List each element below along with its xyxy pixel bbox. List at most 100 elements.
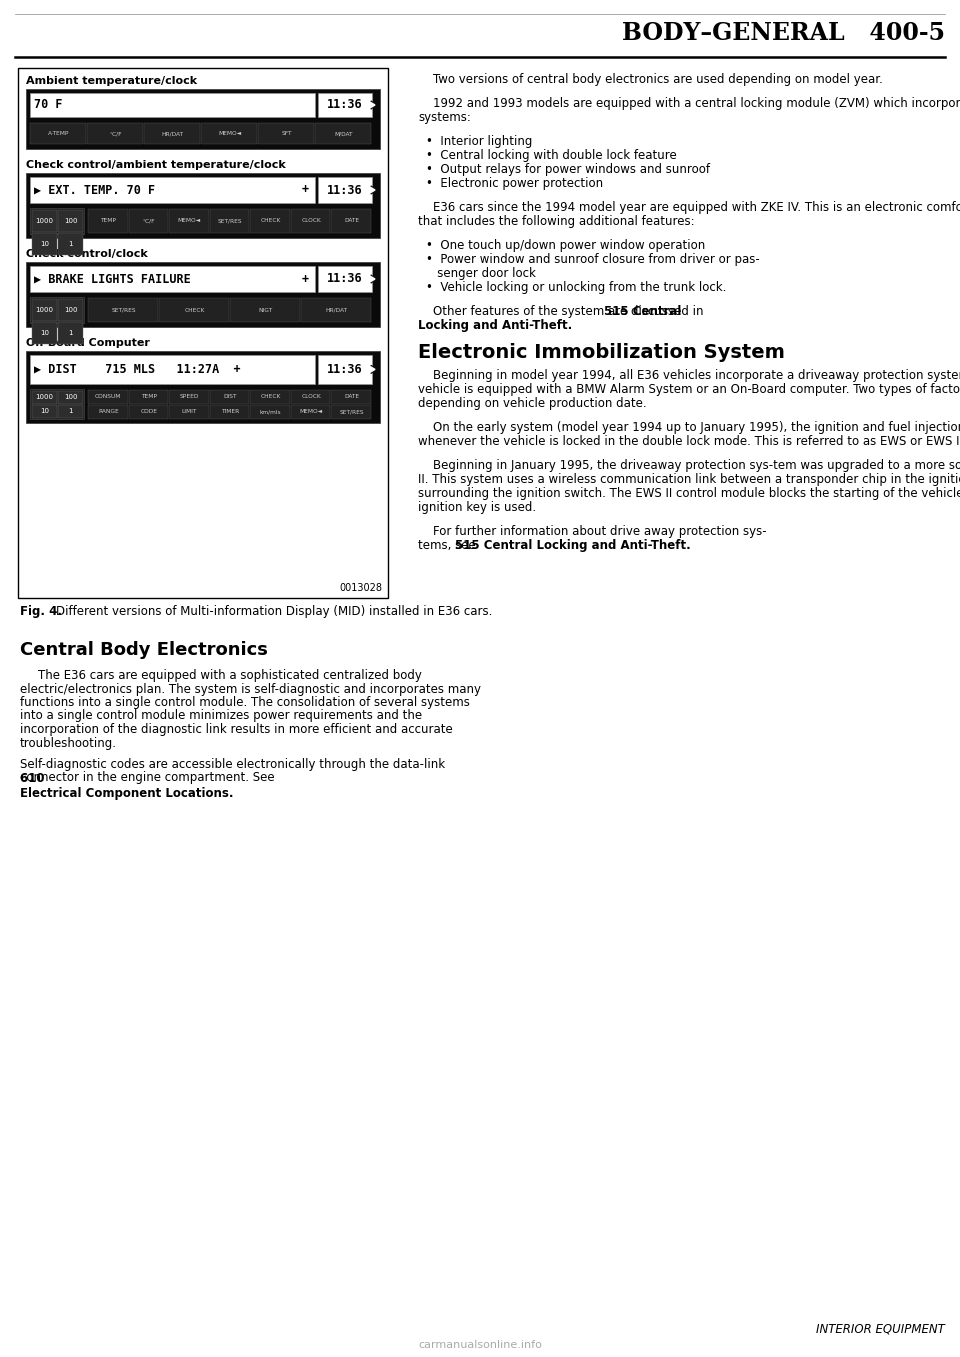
Text: Check control/ambient temperature/clock: Check control/ambient temperature/clock: [26, 160, 286, 170]
Polygon shape: [371, 186, 376, 194]
Text: 70 F: 70 F: [34, 99, 62, 111]
Bar: [30, 94, 315, 117]
Text: TEMP: TEMP: [141, 395, 156, 399]
Bar: [87, 123, 143, 144]
Bar: [258, 123, 314, 144]
Text: CHECK: CHECK: [260, 395, 280, 399]
Text: into a single control module minimizes power requirements and the: into a single control module minimizes p…: [20, 710, 422, 722]
Text: ignition key is used.: ignition key is used.: [418, 501, 536, 514]
Text: Other features of the system are discussed in: Other features of the system are discuss…: [418, 305, 708, 318]
Text: ▶ BRAKE LIGHTS FAILURE: ▶ BRAKE LIGHTS FAILURE: [34, 273, 191, 285]
Bar: [331, 389, 371, 404]
Text: •  Vehicle locking or unlocking from the trunk lock.: • Vehicle locking or unlocking from the …: [426, 281, 727, 294]
Bar: [88, 209, 128, 233]
Text: surrounding the ignition switch. The EWS II control module blocks the starting o: surrounding the ignition switch. The EWS…: [418, 487, 960, 499]
Bar: [32, 322, 57, 345]
Text: 100: 100: [63, 395, 77, 400]
Text: On the early system (model year 1994 up to January 1995), the ignition and fuel : On the early system (model year 1994 up …: [418, 421, 960, 434]
Text: TEMP: TEMP: [100, 218, 116, 224]
Text: whenever the vehicle is locked in the double lock mode. This is referred to as E: whenever the vehicle is locked in the do…: [418, 436, 960, 448]
Text: MEMO◄: MEMO◄: [300, 410, 323, 414]
Bar: [26, 90, 380, 149]
Text: LIMIT: LIMIT: [181, 410, 197, 414]
Text: HR/DAT: HR/DAT: [325, 308, 348, 312]
Text: km/mls: km/mls: [260, 410, 281, 414]
Bar: [129, 389, 168, 404]
Text: SET/RES: SET/RES: [340, 410, 364, 414]
Text: Locking and Anti-Theft.: Locking and Anti-Theft.: [418, 319, 572, 332]
Text: 515 Central Locking and Anti-Theft.: 515 Central Locking and Anti-Theft.: [455, 539, 691, 552]
Text: 515 Central: 515 Central: [604, 305, 682, 318]
Text: DATE: DATE: [344, 395, 359, 399]
Bar: [301, 299, 371, 322]
Bar: [58, 322, 83, 345]
Bar: [58, 299, 83, 322]
Bar: [331, 404, 371, 419]
Text: Central Body Electronics: Central Body Electronics: [20, 641, 268, 660]
Bar: [251, 209, 290, 233]
Text: ▶ DIST    715 MLS   11:27A  +: ▶ DIST 715 MLS 11:27A +: [34, 362, 241, 376]
Bar: [58, 391, 83, 404]
Text: ▶ EXT. TEMP. 70 F: ▶ EXT. TEMP. 70 F: [34, 183, 156, 197]
Bar: [331, 209, 371, 233]
Text: For further information about drive away protection sys-: For further information about drive away…: [418, 525, 767, 537]
Polygon shape: [371, 100, 376, 109]
Text: Electronic Immobilization System: Electronic Immobilization System: [418, 343, 785, 362]
Text: Fig. 4.: Fig. 4.: [20, 605, 62, 617]
Bar: [88, 299, 158, 322]
Text: 11:36: 11:36: [327, 273, 363, 285]
Text: tems, see: tems, see: [418, 539, 479, 552]
Text: connector in the engine compartment. See: connector in the engine compartment. See: [20, 772, 275, 784]
Bar: [318, 176, 372, 204]
Bar: [32, 233, 57, 255]
Text: vehicle is equipped with a BMW Alarm System or an On-Board computer. Two types o: vehicle is equipped with a BMW Alarm Sys…: [418, 383, 960, 396]
Text: troubleshooting.: troubleshooting.: [20, 737, 117, 749]
Text: TIMER: TIMER: [221, 410, 239, 414]
Bar: [169, 404, 208, 419]
Text: electric/electronics plan. The system is self-diagnostic and incorporates many: electric/electronics plan. The system is…: [20, 683, 481, 696]
Text: 1: 1: [68, 242, 73, 247]
Polygon shape: [371, 365, 376, 373]
Text: Two versions of central body electronics are used depending on model year.: Two versions of central body electronics…: [418, 73, 883, 85]
Text: 1: 1: [68, 330, 73, 337]
Text: +: +: [301, 273, 309, 285]
Bar: [88, 404, 128, 419]
Text: SET/RES: SET/RES: [218, 218, 242, 224]
Polygon shape: [370, 102, 375, 109]
Bar: [129, 404, 168, 419]
Text: functions into a single control module. The consolidation of several systems: functions into a single control module. …: [20, 696, 469, 708]
Bar: [30, 176, 315, 204]
Text: Check control/clock: Check control/clock: [26, 248, 148, 259]
Text: 1000: 1000: [36, 307, 54, 313]
Text: Ambient temperature/clock: Ambient temperature/clock: [26, 76, 197, 85]
Text: •  One touch up/down power window operation: • One touch up/down power window operati…: [426, 239, 706, 252]
Bar: [26, 351, 380, 423]
Text: CLOCK: CLOCK: [301, 218, 321, 224]
Bar: [291, 209, 330, 233]
Text: •  Interior lighting: • Interior lighting: [426, 134, 533, 148]
Bar: [30, 389, 84, 419]
Bar: [318, 356, 372, 384]
Text: •  Central locking with double lock feature: • Central locking with double lock featu…: [426, 149, 677, 161]
Text: 1992 and 1993 models are equipped with a central locking module (ZVM) which inco: 1992 and 1993 models are equipped with a…: [418, 96, 960, 110]
Bar: [209, 209, 250, 233]
Bar: [129, 209, 168, 233]
Bar: [30, 123, 86, 144]
Text: BODY–GENERAL   400-5: BODY–GENERAL 400-5: [622, 20, 945, 45]
Text: 1000: 1000: [36, 395, 54, 400]
Bar: [201, 123, 257, 144]
Bar: [26, 262, 380, 327]
Text: °C/F: °C/F: [143, 218, 156, 224]
Text: MEMO◄: MEMO◄: [218, 132, 241, 136]
Text: °C/F: °C/F: [109, 132, 122, 136]
Text: DATE: DATE: [344, 218, 359, 224]
Polygon shape: [370, 187, 375, 193]
Text: Electrical Component Locations.: Electrical Component Locations.: [20, 787, 233, 801]
Bar: [291, 389, 330, 404]
Bar: [18, 68, 388, 598]
Bar: [318, 266, 372, 292]
Bar: [291, 404, 330, 419]
Bar: [30, 266, 315, 292]
Bar: [209, 404, 250, 419]
Text: Beginning in model year 1994, all E36 vehicles incorporate a driveaway protectio: Beginning in model year 1994, all E36 ve…: [418, 369, 960, 383]
